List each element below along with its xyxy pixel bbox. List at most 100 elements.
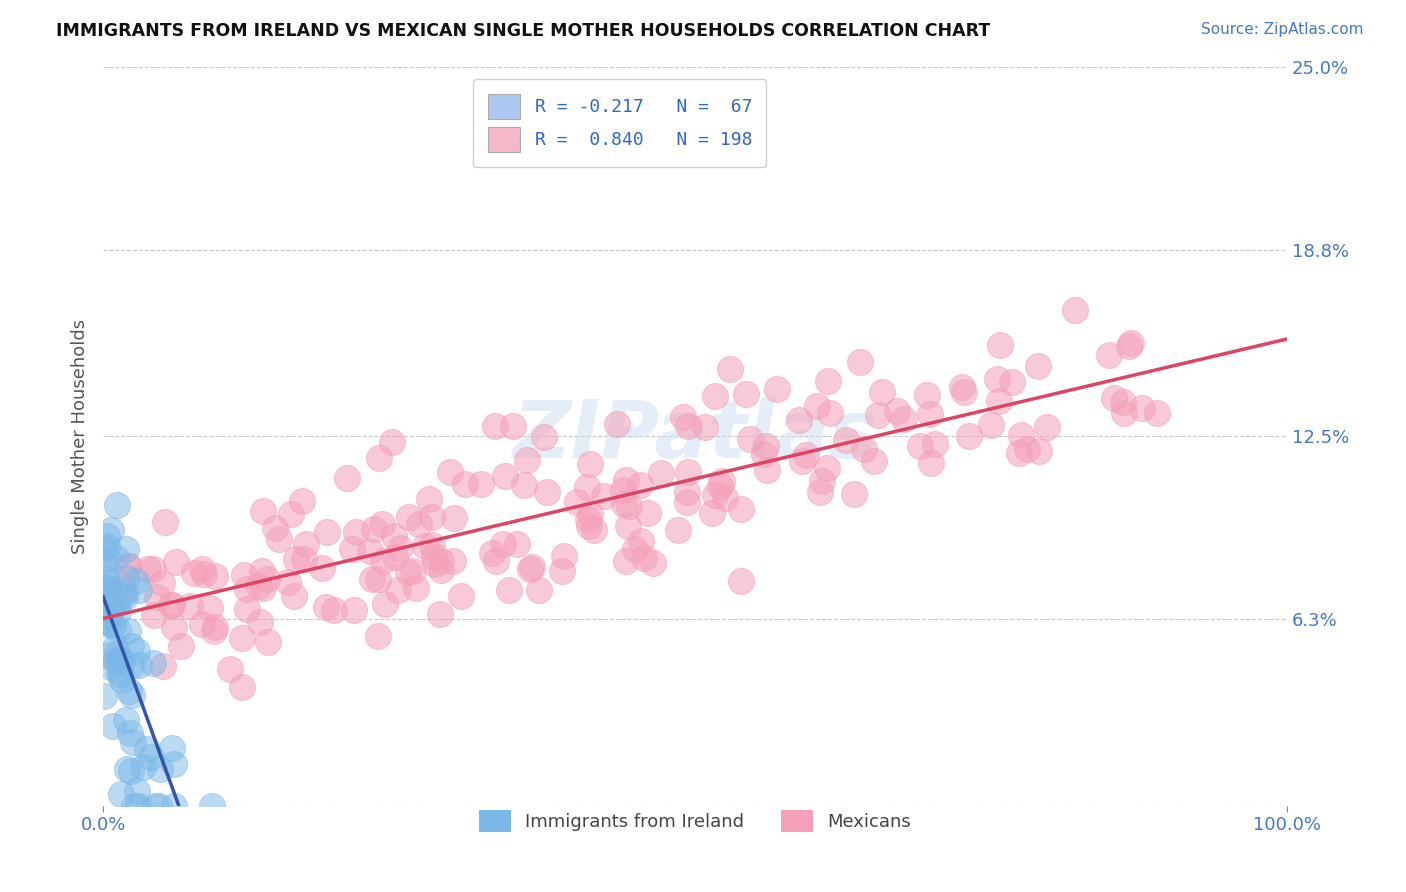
Point [96, 609, 118, 624]
Point [1000, 375, 1022, 389]
Point [315, 600, 337, 615]
Point [520, 559, 543, 574]
Point [127, 798, 149, 813]
Point [202, 624, 225, 639]
Point [111, 654, 134, 668]
Point [790, 454, 813, 468]
Point [110, 787, 132, 801]
Point [264, 521, 287, 535]
Point [125, 574, 148, 589]
Point [136, 741, 159, 756]
Point [693, 420, 716, 434]
Point [1064, 302, 1087, 317]
Point [1130, 401, 1153, 416]
Point [142, 656, 165, 670]
Point [579, 457, 602, 471]
Point [252, 504, 274, 518]
Point [405, 582, 427, 596]
Point [143, 798, 166, 813]
Point [423, 549, 446, 563]
Point [142, 562, 165, 576]
Point [718, 361, 741, 376]
Point [311, 561, 333, 575]
Point [988, 338, 1011, 352]
Point [367, 572, 389, 586]
Point [170, 640, 193, 654]
Point [252, 582, 274, 596]
Point [117, 558, 139, 573]
Point [612, 483, 634, 498]
Point [740, 432, 762, 446]
Point [617, 499, 640, 513]
Point [236, 601, 259, 615]
Point [536, 485, 558, 500]
Point [818, 406, 841, 420]
Point [315, 524, 337, 539]
Point [103, 617, 125, 632]
Point [160, 598, 183, 612]
Legend: Immigrants from Ireland, Mexicans: Immigrants from Ireland, Mexicans [465, 797, 924, 845]
Point [676, 484, 699, 499]
Point [817, 374, 839, 388]
Point [120, 764, 142, 778]
Point [191, 562, 214, 576]
Point [439, 465, 461, 479]
Point [576, 480, 599, 494]
Point [1015, 442, 1038, 456]
Point [363, 522, 385, 536]
Point [94, 586, 117, 600]
Point [93, 540, 115, 554]
Point [381, 435, 404, 450]
Point [752, 447, 775, 461]
Point [502, 418, 524, 433]
Point [280, 507, 302, 521]
Point [918, 407, 941, 421]
Point [492, 536, 515, 550]
Point [231, 680, 253, 694]
Point [863, 454, 886, 468]
Point [232, 568, 254, 582]
Point [118, 559, 141, 574]
Point [284, 552, 307, 566]
Point [204, 569, 226, 583]
Point [498, 582, 520, 597]
Point [165, 555, 187, 569]
Point [924, 437, 946, 451]
Point [494, 468, 516, 483]
Point [1114, 405, 1136, 419]
Point [105, 550, 128, 565]
Point [247, 579, 270, 593]
Point [152, 659, 174, 673]
Point [97, 648, 120, 662]
Point [811, 474, 834, 488]
Point [96, 551, 118, 566]
Point [614, 554, 637, 568]
Text: ZIPatlas: ZIPatlas [512, 397, 877, 475]
Point [143, 607, 166, 622]
Point [150, 576, 173, 591]
Point [100, 603, 122, 617]
Point [505, 537, 527, 551]
Point [193, 567, 215, 582]
Point [108, 667, 131, 681]
Point [105, 499, 128, 513]
Point [616, 518, 638, 533]
Point [250, 564, 273, 578]
Point [100, 660, 122, 674]
Point [709, 479, 731, 493]
Point [676, 466, 699, 480]
Point [115, 571, 138, 585]
Point [815, 460, 838, 475]
Point [986, 372, 1008, 386]
Point [387, 582, 409, 597]
Point [97, 616, 120, 631]
Point [650, 466, 672, 480]
Point [292, 551, 315, 566]
Point [1119, 336, 1142, 351]
Point [628, 478, 651, 492]
Point [987, 393, 1010, 408]
Point [703, 488, 725, 502]
Point [120, 658, 142, 673]
Point [1008, 446, 1031, 460]
Point [96, 529, 118, 543]
